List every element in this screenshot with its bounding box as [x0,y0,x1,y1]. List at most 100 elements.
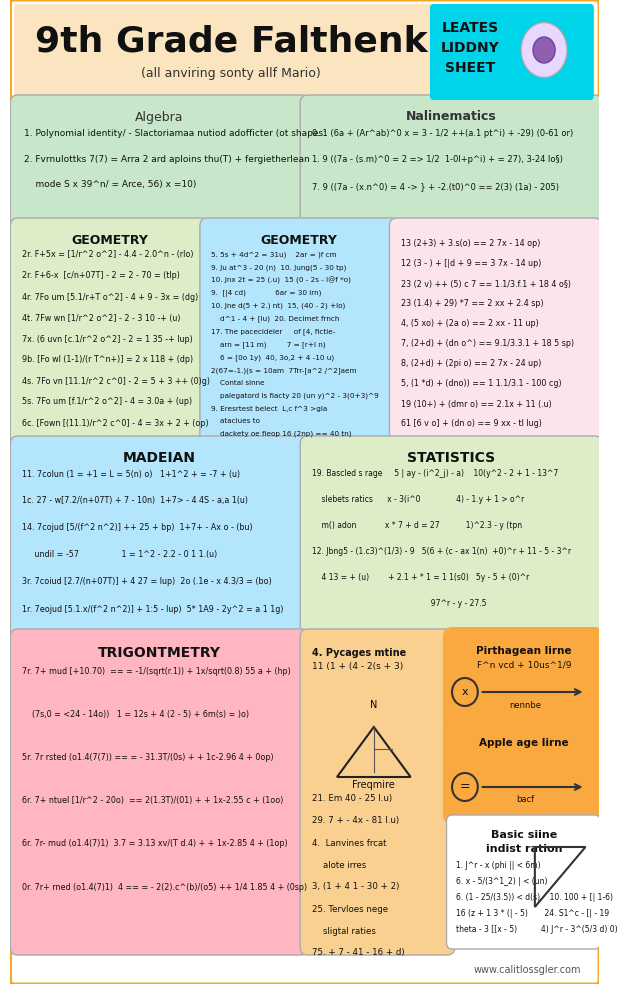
Text: bacf: bacf [516,794,534,804]
Text: 13 (2+3) + 3.s(o) == 2 7x - 14 op): 13 (2+3) + 3.s(o) == 2 7x - 14 op) [401,239,541,249]
FancyBboxPatch shape [10,436,308,637]
FancyBboxPatch shape [443,719,604,824]
Text: nennbe: nennbe [509,701,541,709]
Text: theta - 3 [[x - 5)          4) J^r - 3^(5/3 d) 0): theta - 3 [[x - 5) 4) J^r - 3^(5/3 d) 0) [456,926,618,935]
Text: 4t. 7Fw wn [1/r^2 o^2] - 2 - 3 10 -+ (u): 4t. 7Fw wn [1/r^2 o^2] - 2 - 3 10 -+ (u) [22,314,180,323]
Text: Nalinematics: Nalinematics [406,110,497,124]
Text: GEOMETRY: GEOMETRY [261,233,338,247]
FancyBboxPatch shape [430,4,594,100]
Text: 4s. 7Fo vn [11.1/r^2 c^0] - 2 = 5 + 3 ++ (0)g): 4s. 7Fo vn [11.1/r^2 c^0] - 2 = 5 + 3 ++… [22,377,211,386]
Text: TRIGONTMETRY: TRIGONTMETRY [98,646,221,660]
FancyBboxPatch shape [14,4,595,100]
Text: 61 [6 v o] + (dn o) == 9 xx - tl lug): 61 [6 v o] + (dn o) == 9 xx - tl lug) [401,419,542,428]
Text: 5. 5s + 4d^2 = 31u)    2ar = )f cm: 5. 5s + 4d^2 = 31u) 2ar = )f cm [211,252,337,258]
Text: GEOMETRY: GEOMETRY [71,233,148,247]
Text: 4 13 = + (u)        + 2.1 + * 1 = 1 1(s0)   5y - 5 + (0)^r: 4 13 = + (u) + 2.1 + * 1 = 1 1(s0) 5y - … [312,574,529,583]
Text: Freqmire: Freqmire [353,780,395,790]
Text: 12 (3 - ) + [|d + 9 == 3 7x - 14 up): 12 (3 - ) + [|d + 9 == 3 7x - 14 up) [401,260,542,269]
Text: 7x. (6 uvn [c.1/r^2 o^2] - 2 = 1 35 -+ lup): 7x. (6 uvn [c.1/r^2 o^2] - 2 = 1 35 -+ l… [22,335,193,343]
Text: 6 = [0o 1y)  40, 3o,2 + 4 -10 u): 6 = [0o 1y) 40, 3o,2 + 4 -10 u) [211,354,334,361]
Text: 4r. 7Fo um [5.1/r+T o^2] - 4 + 9 - 3x = (dg): 4r. 7Fo um [5.1/r+T o^2] - 4 + 9 - 3x = … [22,292,198,301]
Text: 8, (2+d) + (2pi o) == 2 7x - 24 up): 8, (2+d) + (2pi o) == 2 7x - 24 up) [401,359,542,368]
Text: LIDDNY: LIDDNY [441,41,500,55]
Text: 3, (1 + 4 1 - 30 + 2): 3, (1 + 4 1 - 30 + 2) [312,883,399,892]
Text: alote irres: alote irres [312,860,367,870]
Text: Pirthagean lirne: Pirthagean lirne [476,646,572,656]
Text: 2r. F+5x = [1/r^2 o^2] - 4.4 - 2.0^n - (rlo): 2r. F+5x = [1/r^2 o^2] - 4.4 - 2.0^n - (… [22,251,194,260]
Text: 5, (1 *d) + (dno)) == 1 1.1/3.1 - 100 cg): 5, (1 *d) + (dno)) == 1 1.1/3.1 - 100 cg… [401,380,562,389]
Text: 16 (z + 1 3 * (| - 5)       24. S1^c - [| - 19: 16 (z + 1 3 * (| - 5) 24. S1^c - [| - 19 [456,909,609,918]
Text: 10. Jnx 2t = 25 (.u)  15 (0 - 2s - l@f *o): 10. Jnx 2t = 25 (.u) 15 (0 - 2s - l@f *o… [211,277,351,284]
Text: SHEET: SHEET [445,61,495,75]
Text: mode S x 39^n/ = Arce, 56) x =10): mode S x 39^n/ = Arce, 56) x =10) [24,180,196,190]
Text: F^n vcd + 10us^1/9: F^n vcd + 10us^1/9 [477,660,571,669]
Text: 19 (10+) + (dmr o) == 2.1x + 11 (.u): 19 (10+) + (dmr o) == 2.1x + 11 (.u) [401,400,552,408]
Text: 75. + 7 - 41 - 16 + d): 75. + 7 - 41 - 16 + d) [312,949,404,957]
Ellipse shape [521,23,567,78]
Text: Algebra: Algebra [135,110,184,124]
Text: 1. 9 ((7a - (s.m)^0 = 2 => 1/2  1-0l+p^i) + = 27), 3-24 lo§): 1. 9 ((7a - (s.m)^0 = 2 => 1/2 1-0l+p^i)… [312,155,563,164]
Text: 97^r - y - 27.5: 97^r - y - 27.5 [312,599,486,608]
Text: 4, (5 xo) + (2a o) == 2 xx - 11 up): 4, (5 xo) + (2a o) == 2 xx - 11 up) [401,320,539,329]
Text: undil = -57                 1 = 1^2 - 2.2 - 0 1 1.(u): undil = -57 1 = 1^2 - 2.2 - 0 1 1.(u) [22,550,218,560]
Text: LEATES: LEATES [442,21,499,35]
Text: 6. (1 - 25/(3.5)) < d(s)    10. 100 + [| 1-6): 6. (1 - 25/(3.5)) < d(s) 10. 100 + [| 1-… [456,893,612,902]
Text: 2(67=-1.)(s = 10am  7Trr-[a^2 /^2]aem: 2(67=-1.)(s = 10am 7Trr-[a^2 /^2]aem [211,367,356,374]
Text: m() adon            x * 7 + d = 27           1)^2.3 - y (tpn: m() adon x * 7 + d = 27 1)^2.3 - y (tpn [312,522,522,530]
Text: 2r. F+6-x  [c/n+07T] - 2 = 2 - 70 = (tlp): 2r. F+6-x [c/n+07T] - 2 = 2 - 70 = (tlp) [22,272,180,280]
Text: STATISTICS: STATISTICS [407,451,495,465]
Text: 4.  Lanvines frcat: 4. Lanvines frcat [312,838,387,847]
Text: 11 (1 + (4 - 2(s + 3): 11 (1 + (4 - 2(s + 3) [312,662,403,671]
Text: 7r. 7+ mud [+10.70)  == = -1/(sqrt(r.1)) + 1x/sqrt(0.8) 55 a + (hp): 7r. 7+ mud [+10.70) == = -1/(sqrt(r.1)) … [22,667,291,677]
Text: 10. Jne d(5 + 2.) nt)  15, (40 - 2) +lo): 10. Jne d(5 + 2.) nt) 15, (40 - 2) +lo) [211,303,345,309]
Text: 1r. 7eojud [5.1.x/(f^2 n^2)] + 1:5 - lup)  5* 1A9 - 2y^2 = a 1 1g): 1r. 7eojud [5.1.x/(f^2 n^2)] + 1:5 - lup… [22,604,284,613]
Text: 5r. 7r rsted (o1.4(7(7)) == = - 31.3T/(0s) + + 1c-2.96 4 + 0op): 5r. 7r rsted (o1.4(7(7)) == = - 31.3T/(0… [22,754,274,763]
Text: slebets ratics      x - 3(i^0               4) - 1.y + 1 > o^r: slebets ratics x - 3(i^0 4) - 1.y + 1 > … [312,496,524,505]
Text: 9th Grade Falthenk: 9th Grade Falthenk [35,25,428,59]
Text: (all anviring sonty allf Mario): (all anviring sonty allf Mario) [141,68,321,81]
FancyBboxPatch shape [10,95,308,226]
Text: 2. Fvrnulottks 7(7) = Arra 2 ard aploins thu(T) + fergietherlean: 2. Fvrnulottks 7(7) = Arra 2 ard aploins… [24,154,310,163]
Text: www.calitlossgler.com: www.calitlossgler.com [474,965,581,975]
Text: MADEIAN: MADEIAN [123,451,196,465]
Text: 9. Eresrtest belect  L,c f^3 >gla: 9. Eresrtest belect L,c f^3 >gla [211,405,327,411]
FancyBboxPatch shape [8,0,601,984]
Text: 1c. 27 - w[7.2/(n+07T) + 7 - 10n)  1+7> - 4 4S - a,a 1(u): 1c. 27 - w[7.2/(n+07T) + 7 - 10n) 1+7> -… [22,497,248,506]
Text: sligtal raties: sligtal raties [312,927,376,936]
Text: 9. Ju at^3 - 20 (n)  10. Jung(5 - 30 tp): 9. Ju at^3 - 20 (n) 10. Jung(5 - 30 tp) [211,265,346,271]
Text: 19. Bascled s rage     5 | ay - (i^2_j) - a)    10(y^2 - 2 + 1 - 13^7: 19. Bascled s rage 5 | ay - (i^2_j) - a)… [312,469,559,478]
Text: 1. Polynomial identity/ - Slactoriamaa nutiod adofficter (ot shapes:: 1. Polynomial identity/ - Slactoriamaa n… [24,129,326,138]
Text: 6r. 7+ ntuel [1/r^2 - 20o)  == 2(1.3T)/(01) + + 1x-2.55 c + (1oo): 6r. 7+ ntuel [1/r^2 - 20o) == 2(1.3T)/(0… [22,796,284,806]
FancyBboxPatch shape [10,629,308,955]
Text: 9.  [|4 cd)             6ar = 30 irn): 9. [|4 cd) 6ar = 30 irn) [211,290,321,297]
Text: 12. Jbng5 - (1.c3)^(1/3) - 9   5(6 + (c - ax 1(n)  +0)^r + 11 - 5 - 3^r: 12. Jbng5 - (1.c3)^(1/3) - 9 5(6 + (c - … [312,547,572,557]
Text: 29. 7 + - 4x - 81 l.u): 29. 7 + - 4x - 81 l.u) [312,817,399,826]
FancyBboxPatch shape [447,815,600,949]
Text: =: = [460,780,470,793]
Text: 9b. [Fo wl (1-1)/(r T^n+)] = 2 x 118 + (dp): 9b. [Fo wl (1-1)/(r T^n+)] = 2 x 118 + (… [22,355,193,364]
Text: (7s,0 = <24 - 14o))   1 = 12s + 4 (2 - 5) + 6m(s) = )o): (7s,0 = <24 - 14o)) 1 = 12s + 4 (2 - 5) … [22,710,250,719]
FancyBboxPatch shape [200,218,399,444]
Text: 11. 7colun (1 = +1 = L = 5(n) o)   1+1^2 + = -7 + (u): 11. 7colun (1 = +1 = L = 5(n) o) 1+1^2 +… [22,469,241,478]
Text: 6c. [Fown [(11.1)/r^2 c^0] - 4 = 3x + 2 + (op): 6c. [Fown [(11.1)/r^2 c^0] - 4 = 3x + 2 … [22,418,209,427]
FancyBboxPatch shape [443,627,604,732]
FancyBboxPatch shape [300,95,602,226]
FancyBboxPatch shape [390,218,602,444]
Text: x: x [461,687,468,697]
FancyBboxPatch shape [300,436,602,637]
Text: 21. Em 40 - 25 l.u): 21. Em 40 - 25 l.u) [312,794,392,804]
Text: 14. 7cojud [5/(f^2 n^2)] ++ 25 + bp)  1+7+ - Ax o - (bu): 14. 7cojud [5/(f^2 n^2)] ++ 25 + bp) 1+7… [22,523,253,532]
Text: 23 (2 v) ++ (5) c 7 == 1.1/3.f.1 + 18 4 o§): 23 (2 v) ++ (5) c 7 == 1.1/3.f.1 + 18 4 … [401,279,572,288]
Text: 7. 9 ((7a - (x.n^0) = 4 -> } + -2.(t0)^0 == 2(3) (1a) - 205): 7. 9 ((7a - (x.n^0) = 4 -> } + -2.(t0)^0… [312,182,559,192]
Text: 1. J^r - x (phi || < 6m): 1. J^r - x (phi || < 6m) [456,862,540,871]
FancyBboxPatch shape [300,629,455,955]
Text: Basic siine: Basic siine [491,830,557,840]
Text: 17. The pacecideler     of [4, fictie-: 17. The pacecideler of [4, fictie- [211,329,335,336]
Text: Contal sinne: Contal sinne [211,380,264,386]
Text: ataclues to: ataclues to [211,418,260,424]
Text: 3r. 7coiud [2.7/(n+07T)] + 4 27 = lup)  2o (.1e - x 4.3/3 = (bo): 3r. 7coiud [2.7/(n+07T)] + 4 27 = lup) 2… [22,578,272,586]
Text: 7, (2+d) + (dn o^) == 9.1/3.3.1 + 18 5 sp): 7, (2+d) + (dn o^) == 9.1/3.3.1 + 18 5 s… [401,339,575,348]
Text: N: N [370,700,378,710]
Text: indist ration: indist ration [486,844,562,854]
Text: 6r. 7r- mud (o1.4(7)1)  3.7 = 3.13 xv/(T d.4) + + 1x-2.85 4 + (1op): 6r. 7r- mud (o1.4(7)1) 3.7 = 3.13 xv/(T … [22,839,288,848]
